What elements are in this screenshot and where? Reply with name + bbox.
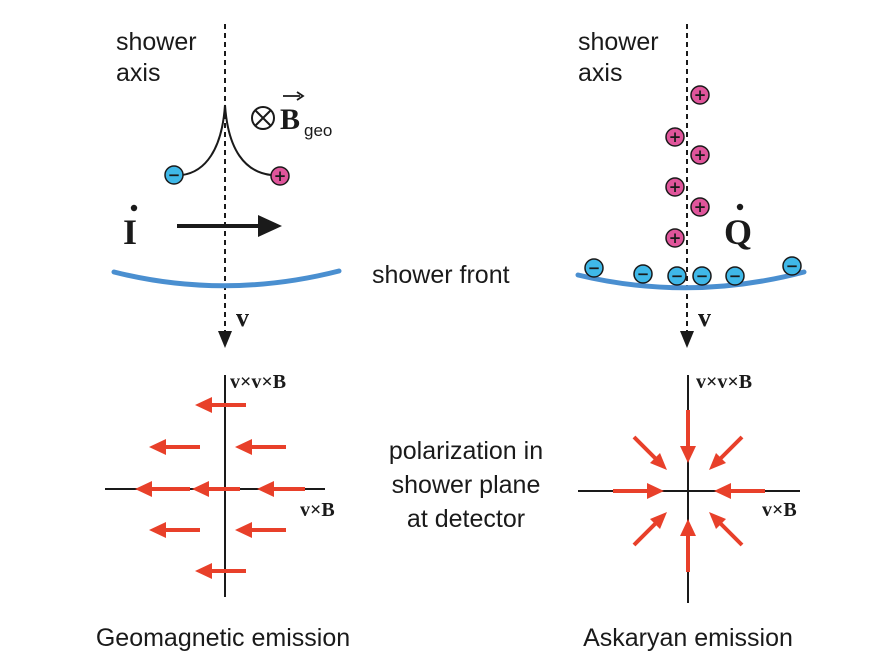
polarization-arrow	[192, 481, 240, 497]
svg-text:−: −	[168, 166, 181, 184]
charge-dot	[736, 203, 744, 211]
negative-charge-trajectory	[181, 104, 226, 176]
polarization-arrow	[235, 439, 286, 455]
positive-charge: +	[665, 228, 685, 248]
circled-times-icon	[251, 106, 275, 130]
svg-text:−: −	[786, 257, 799, 275]
svg-text:+: +	[694, 146, 707, 164]
left-vxb-label: v×B	[300, 499, 335, 521]
polarization-arrow	[195, 397, 246, 413]
polarization-arrow	[680, 410, 696, 463]
negative-charge: −	[782, 256, 802, 276]
svg-text:−: −	[637, 265, 650, 283]
right-shower-axis-label-line2: axis	[578, 59, 622, 87]
geomagnetic-polarization-plot: v×v×B v×B	[105, 371, 335, 597]
polarization-label-line2: shower plane	[392, 471, 541, 499]
svg-text:+: +	[669, 229, 682, 247]
askaryan-caption: Askaryan emission	[583, 624, 793, 652]
current-symbol: I	[123, 212, 137, 252]
askaryan-panel: shower axis + + + + + + Q − − − − − − v	[575, 24, 807, 348]
positive-charge: +	[690, 85, 710, 105]
b-geo-subscript: geo	[304, 121, 332, 140]
askaryan-polarization-plot: v×v×B v×B	[578, 371, 800, 603]
positive-charge: +	[270, 166, 290, 186]
svg-text:+: +	[694, 198, 707, 216]
positive-charge: +	[665, 127, 685, 147]
negative-charge: −	[667, 266, 687, 286]
geomagnetic-panel: shower axis − + B geo I	[111, 24, 342, 348]
svg-text:+: +	[669, 128, 682, 146]
right-vxvxb-label: v×v×B	[696, 371, 752, 393]
polarization-arrow	[680, 519, 696, 572]
polarization-arrow	[709, 512, 744, 547]
polarization-arrow	[714, 483, 765, 499]
svg-text:−: −	[696, 267, 709, 285]
current-dot	[130, 204, 138, 212]
positive-charge: +	[690, 197, 710, 217]
svg-text:+: +	[274, 167, 287, 185]
polarization-arrow	[613, 483, 664, 499]
b-geo-vector-arrow	[283, 91, 305, 101]
current-arrowhead	[258, 215, 282, 237]
geomagnetic-caption: Geomagnetic emission	[96, 624, 350, 652]
right-vxb-label: v×B	[762, 499, 797, 521]
negative-charge: −	[633, 264, 653, 284]
polarization-label-line1: polarization in	[389, 437, 543, 465]
polarization-arrow	[257, 481, 305, 497]
polarization-arrow	[235, 522, 286, 538]
svg-text:−: −	[588, 259, 601, 277]
left-shower-axis-label-line2: axis	[116, 59, 160, 87]
left-velocity-label: v	[236, 303, 249, 332]
polarization-arrow	[135, 481, 190, 497]
negative-charge: −	[692, 266, 712, 286]
negative-charge: −	[725, 266, 745, 286]
polarization-arrow	[632, 512, 667, 547]
positive-charge-trajectory	[224, 104, 272, 176]
svg-text:−: −	[729, 267, 742, 285]
svg-text:+: +	[669, 178, 682, 196]
b-geo-symbol: B	[280, 103, 300, 136]
left-shower-axis-label-line1: shower	[116, 28, 197, 56]
positive-charge: +	[665, 177, 685, 197]
left-shower-front	[111, 268, 342, 289]
shower-front-label: shower front	[372, 261, 510, 289]
svg-text:+: +	[694, 86, 707, 104]
right-axis-arrowhead	[680, 331, 694, 348]
left-vxvxb-label: v×v×B	[230, 371, 286, 393]
svg-text:−: −	[671, 267, 684, 285]
polarization-arrow	[149, 522, 200, 538]
polarization-arrow	[195, 563, 246, 579]
polarization-arrow	[709, 435, 744, 470]
negative-charge: −	[164, 165, 184, 185]
positive-charge: +	[690, 145, 710, 165]
polarization-arrow	[149, 439, 200, 455]
polarization-arrow	[632, 435, 667, 470]
polarization-label-line3: at detector	[407, 505, 525, 533]
negative-charge: −	[584, 258, 604, 278]
left-axis-arrowhead	[218, 331, 232, 348]
right-shower-axis-label-line1: shower	[578, 28, 659, 56]
right-velocity-label: v	[698, 303, 711, 332]
right-shower-front	[575, 269, 807, 291]
charge-symbol: Q	[724, 212, 752, 252]
